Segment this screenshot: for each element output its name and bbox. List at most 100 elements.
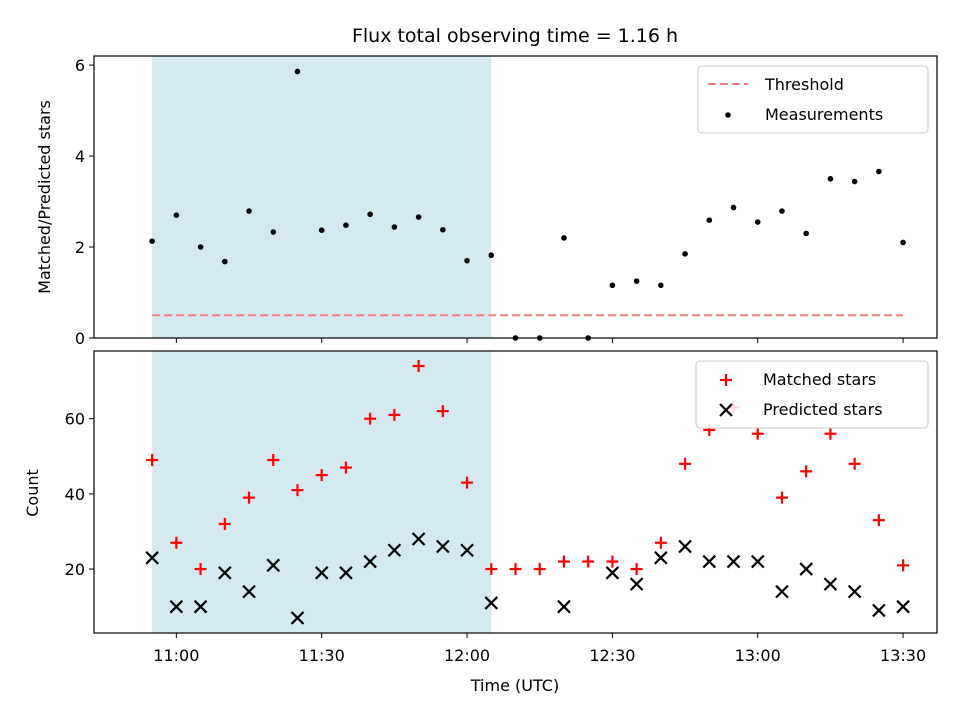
matched-star-point <box>412 360 425 373</box>
measurement-point <box>730 204 737 211</box>
predicted-star-point <box>896 599 910 614</box>
predicted-star-point <box>436 539 450 554</box>
top-y-tick-label: 0 <box>75 329 85 348</box>
measurement-point <box>173 212 180 218</box>
legend-matched-label: Matched stars <box>763 370 876 389</box>
predicted-star-point <box>363 554 377 569</box>
predicted-star-point <box>314 566 329 580</box>
predicted-star-point <box>169 599 184 614</box>
legend-threshold-label: Threshold <box>764 75 844 94</box>
bottom-shaded-region <box>152 351 492 633</box>
predicted-star-point <box>339 566 353 580</box>
x-tick-label: 12:30 <box>589 646 635 665</box>
measurement-point <box>149 238 155 244</box>
matched-star-point <box>606 555 619 568</box>
predicted-star-point <box>193 599 208 614</box>
predicted-star-point <box>847 584 862 599</box>
predicted-star-point <box>775 584 789 599</box>
predicted-star-point <box>557 599 571 614</box>
matched-star-point <box>436 405 449 418</box>
matched-star-point <box>243 491 256 504</box>
predicted-star-point <box>218 566 232 580</box>
matched-star-point <box>679 457 692 470</box>
legend-matched-swatch <box>720 374 732 386</box>
matched-star-point <box>339 461 352 474</box>
measurement-point <box>682 251 688 257</box>
matched-star-point <box>485 563 498 576</box>
measurement-point <box>706 217 713 223</box>
measurement-point <box>367 211 373 218</box>
x-tick-label: 12:00 <box>444 646 490 665</box>
matched-star-point <box>170 536 183 549</box>
predicted-star-point <box>702 554 717 569</box>
matched-star-point <box>824 427 837 440</box>
legend-predicted-swatch <box>719 403 733 417</box>
x-axis-label: Time (UTC) <box>470 676 559 695</box>
x-tick-label: 11:00 <box>153 646 199 665</box>
measurement-point <box>294 68 301 75</box>
predicted-star-point <box>726 554 741 569</box>
matched-star-point <box>218 517 231 530</box>
measurement-point <box>464 257 470 264</box>
measurement-point <box>779 208 785 214</box>
predicted-star-point <box>629 577 644 591</box>
x-tick-label: 11:30 <box>299 646 345 665</box>
measurement-point <box>343 222 349 228</box>
matched-star-point <box>654 536 667 549</box>
matched-star-point <box>897 559 910 572</box>
predicted-star-point <box>605 566 620 580</box>
predicted-star-point <box>242 584 256 599</box>
predicted-star-point <box>654 551 668 565</box>
measurement-point <box>827 176 834 182</box>
measurement-point <box>803 230 809 237</box>
chart-title: Flux total observing time = 1.16 h <box>352 25 678 47</box>
matched-star-point <box>800 465 813 478</box>
predicted-star-point <box>290 611 305 625</box>
predicted-star-point <box>411 532 426 546</box>
matched-star-point <box>630 563 643 576</box>
predicted-star-point <box>678 539 692 554</box>
measurement-point <box>440 226 446 233</box>
matched-star-point <box>557 555 570 568</box>
matched-star-point <box>388 408 401 421</box>
matched-star-point <box>509 563 522 576</box>
legend-predicted-label: Predicted stars <box>763 400 883 419</box>
bottom-y-tick-label: 60 <box>65 410 85 429</box>
predicted-star-point <box>145 551 159 565</box>
predicted-star-point <box>823 577 838 591</box>
matched-star-point <box>461 476 474 489</box>
predicted-star-point <box>872 603 886 618</box>
bottom-y-tick-label: 40 <box>65 485 85 504</box>
top-shaded-region <box>152 56 492 338</box>
top-legend: Threshold Measurements <box>697 65 929 134</box>
bottom-y-axis-label: Count <box>23 469 42 517</box>
measurement-point <box>658 282 664 289</box>
matched-star-point <box>533 563 546 576</box>
x-tick-label: 13:00 <box>735 646 781 665</box>
matched-star-point <box>315 469 328 482</box>
legend-measurements-swatch <box>725 112 731 118</box>
predicted-star-point <box>387 543 402 558</box>
top-y-tick-label: 6 <box>75 56 85 75</box>
measurement-point <box>318 227 325 234</box>
legend-measurements-label: Measurements <box>765 105 883 124</box>
measurement-point <box>609 282 616 289</box>
predicted-star-point <box>484 596 499 610</box>
matched-star-point <box>872 514 885 527</box>
measurement-point <box>415 214 422 220</box>
measurement-point <box>270 229 277 235</box>
measurement-point <box>246 208 252 214</box>
matched-star-point <box>267 454 280 467</box>
measurement-point <box>197 244 204 250</box>
matched-star-point <box>848 457 861 470</box>
bottom-panel: 20 40 60 11:00 11:30 12:00 12:30 13:00 13:30 Co… <box>23 350 938 695</box>
predicted-star-point <box>460 543 474 558</box>
matched-star-point <box>775 491 788 504</box>
measurement-point <box>488 252 495 259</box>
top-plot-frame <box>93 55 938 339</box>
measurement-point <box>222 258 228 265</box>
bottom-y-tick-label: 20 <box>65 560 85 579</box>
top-y-axis-label: Matched/Predicted stars <box>35 100 54 294</box>
bottom-plot-frame <box>93 350 938 634</box>
